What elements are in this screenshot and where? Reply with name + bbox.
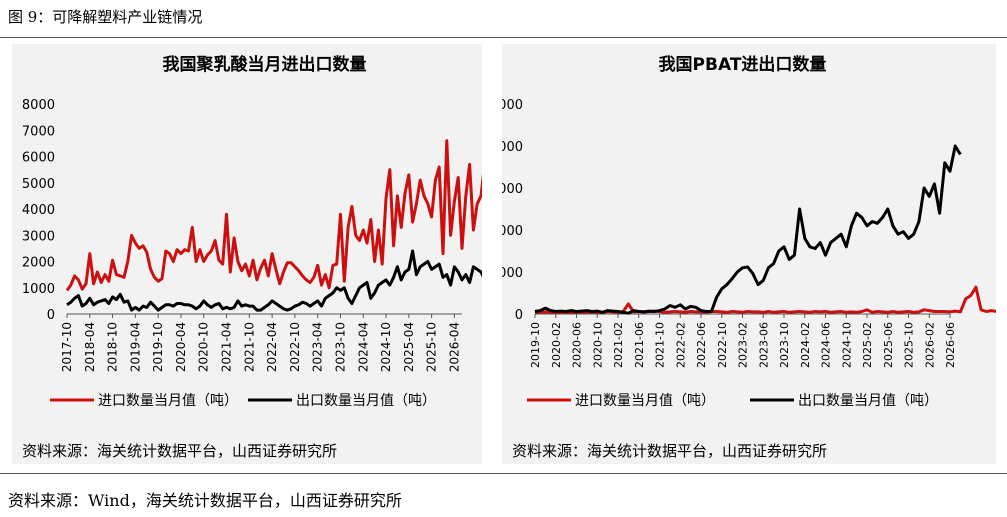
y-tick-label: 0 (47, 308, 55, 323)
x-tick-label: 2021-04 (220, 322, 234, 372)
left-panel-source: 资料来源：海关统计数据平台，山西证券研究所 (22, 442, 338, 460)
pla-trade-chart: 我国聚乳酸当月进出口数量 0 1000 2000 3000 4000 5000 6000 700… (22, 54, 529, 409)
y-tick-label: 2000 (22, 256, 55, 271)
x-tick-label: 2023-10 (778, 322, 791, 368)
x-tick-label: 2025-10 (425, 322, 439, 372)
x-tick-label: 2022-10 (716, 322, 729, 368)
top-rule (0, 37, 1007, 38)
figure-title: 图 9：可降解塑料产业链情况 (8, 8, 203, 26)
y-tick-label: 15000 (502, 182, 523, 197)
left-chart-panel: 我国聚乳酸当月进出口数量 0 1000 2000 3000 4000 5000 6000 700… (12, 44, 529, 464)
import-series-line (65, 119, 529, 292)
x-tick-label: 2023-04 (311, 322, 325, 372)
y-tick-label: 10000 (502, 224, 523, 239)
legend-import-label: 进口数量当月值（吨） (575, 393, 715, 409)
right-panel-source: 资料来源：海关统计数据平台，山西证券研究所 (512, 442, 828, 460)
x-tick-label: 2026-04 (447, 322, 461, 372)
y-tick-label: 0 (515, 308, 523, 323)
x-tick-label: 2023-10 (333, 322, 347, 372)
y-tick-label: 3000 (22, 229, 55, 244)
x-tick-label: 2026-02 (923, 322, 936, 368)
x-tick-label: 2021-02 (612, 322, 625, 368)
pbat-trade-chart: 我国PBAT进出口数量 0 5000 10000 15000 20000 25000 2019… (482, 54, 1007, 409)
y-tick-label: 8000 (22, 98, 55, 113)
import-series-line (535, 285, 1007, 315)
x-tick-label: 2019-10 (151, 322, 165, 372)
x-tick-label: 2023-02 (737, 322, 750, 368)
x-tick-label: 2022-06 (695, 322, 708, 368)
export-series-line (66, 237, 525, 312)
x-tick-label: 2024-02 (799, 322, 812, 368)
x-tick-label: 2018-10 (106, 322, 120, 372)
bottom-rule (0, 473, 1007, 474)
chart-title: 我国聚乳酸当月进出口数量 (163, 54, 367, 75)
y-tick-label: 5000 (502, 266, 523, 281)
y-tick-label: 6000 (22, 151, 55, 166)
x-tick-label: 2021-06 (633, 322, 646, 368)
x-tick-label: 2024-10 (379, 322, 393, 372)
y-tick-label: 25000 (502, 98, 523, 113)
y-tick-label: 4000 (22, 203, 55, 218)
x-tick-label: 2024-04 (356, 322, 370, 372)
x-tick-label: 2025-02 (861, 322, 874, 368)
x-tick-label: 2020-06 (571, 322, 584, 368)
x-tick-label: 2018-04 (83, 322, 97, 372)
y-tick-label: 20000 (502, 140, 523, 155)
chart-title: 我国PBAT进出口数量 (659, 54, 827, 75)
x-tick-label: 2022-10 (288, 322, 302, 372)
y-tick-label: 1000 (22, 282, 55, 297)
x-tick-label: 2019-04 (128, 322, 142, 372)
x-tick-label: 2020-10 (591, 322, 604, 368)
x-tick-label: 2022-04 (265, 322, 279, 372)
figure-source: 资料来源：Wind，海关统计数据平台，山西证券研究所 (8, 491, 402, 510)
x-tick-label: 2020-04 (174, 322, 188, 372)
legend-import-label: 进口数量当月值（吨） (98, 393, 238, 409)
x-tick-label: 2019-10 (529, 322, 542, 368)
x-tick-label: 2017-10 (60, 322, 74, 372)
x-tick-label: 2024-06 (820, 322, 833, 368)
y-tick-label: 7000 (22, 124, 55, 139)
x-tick-label: 2020-10 (197, 322, 211, 372)
x-tick-label: 2024-10 (840, 322, 853, 368)
y-tick-label: 5000 (22, 177, 55, 192)
right-chart-panel: 我国PBAT进出口数量 0 5000 10000 15000 20000 25000 2019… (482, 44, 1007, 464)
x-tick-label: 2020-02 (550, 322, 563, 368)
x-tick-label: 2021-10 (242, 322, 256, 372)
x-tick-label: 2025-10 (903, 322, 916, 368)
x-tick-label: 2025-04 (402, 322, 416, 372)
x-tick-label: 2026-06 (944, 322, 957, 368)
x-tick-label: 2023-06 (757, 322, 770, 368)
x-tick-label: 2021-10 (654, 322, 667, 368)
legend-export-label: 出口数量当月值（吨） (798, 393, 938, 409)
x-tick-label: 2025-06 (882, 322, 895, 368)
x-tick-label: 2022-02 (674, 322, 687, 368)
legend-export-label: 出口数量当月值（吨） (296, 393, 436, 409)
export-series-line (534, 144, 962, 315)
